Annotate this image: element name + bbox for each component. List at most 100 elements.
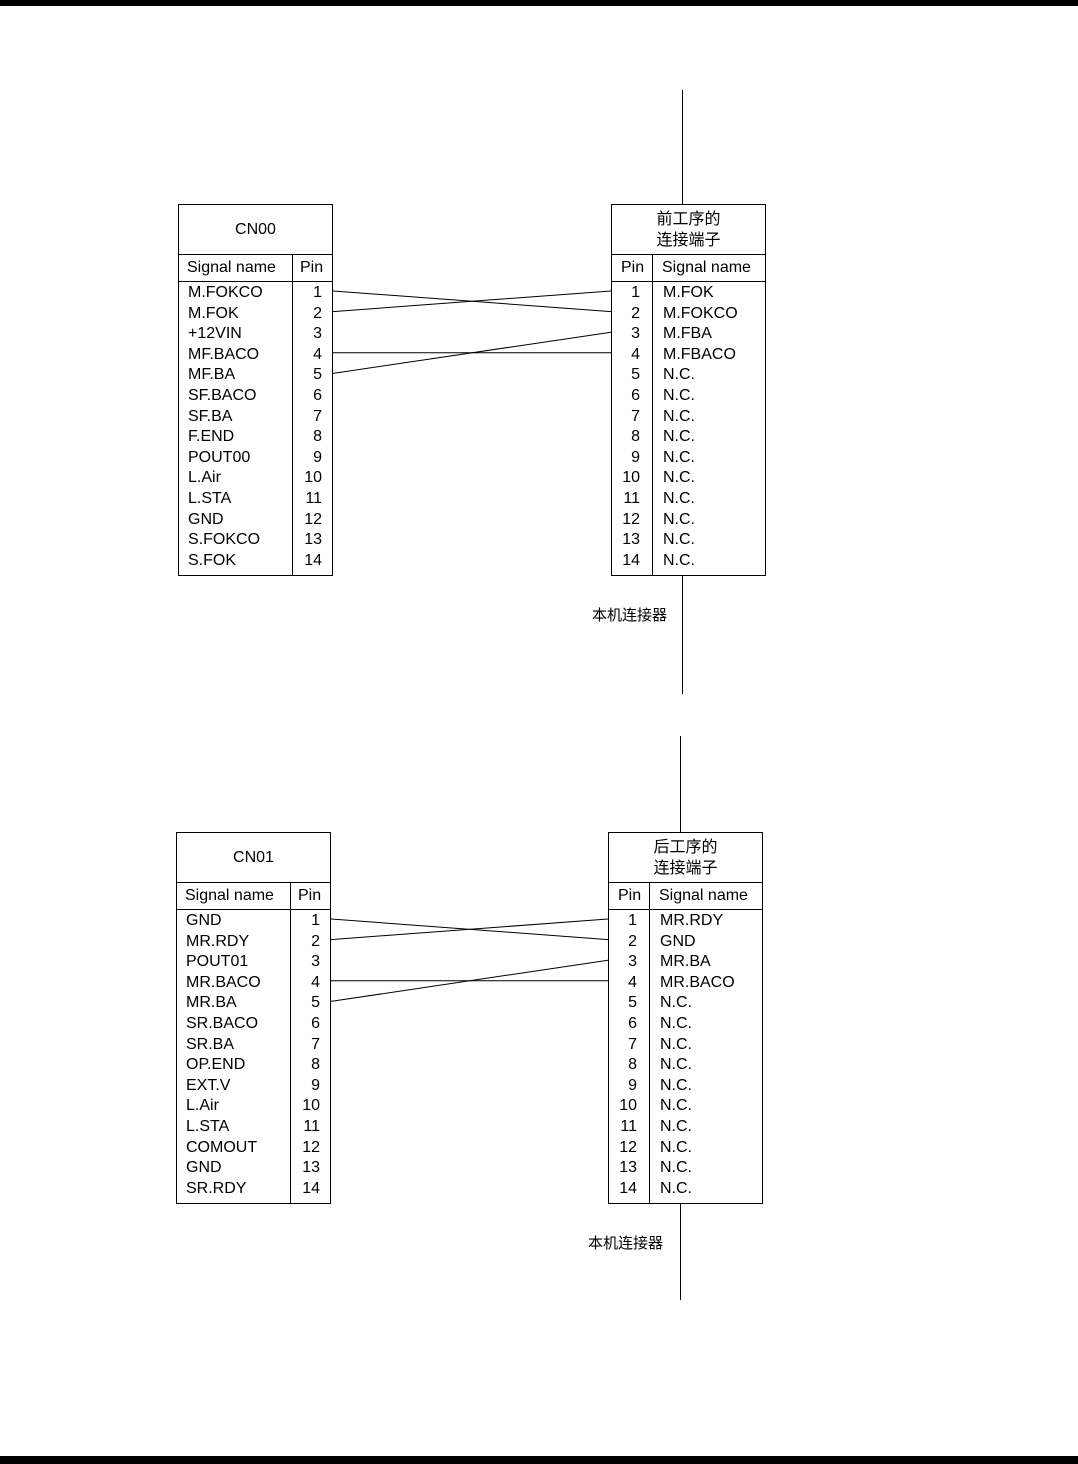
- pin-number: 9: [631, 448, 640, 466]
- connector-title-line: 连接端子: [653, 859, 718, 877]
- signal-name: S.FOKCO: [188, 531, 261, 549]
- pin-number: 7: [313, 407, 322, 425]
- pin-number: 11: [305, 490, 322, 507]
- pin-number: 5: [313, 366, 322, 384]
- column-header-row: Signal name Pin: [177, 882, 330, 910]
- pin-number: 13: [302, 1159, 320, 1177]
- signal-name: N.C.: [663, 407, 695, 425]
- signal-name: COMOUT: [186, 1138, 258, 1156]
- signal-name: MF.BACO: [188, 345, 260, 363]
- signal-name: SF.BA: [188, 407, 233, 425]
- pin-number: 1: [631, 284, 640, 301]
- wire-connection: [332, 290, 612, 313]
- pin-number: 13: [304, 531, 322, 549]
- pin-number: 6: [313, 387, 322, 404]
- signal-name: F.END: [188, 428, 235, 446]
- signal-name: N.C.: [663, 366, 695, 384]
- connector-title-line: 前工序的: [656, 210, 721, 228]
- signal-name: M.FOK: [188, 304, 239, 322]
- bottom-rule: [0, 1456, 1078, 1464]
- signal-name: N.C.: [660, 1076, 692, 1094]
- pin-number: 12: [619, 1138, 637, 1156]
- signal-name: POUT01: [186, 953, 249, 971]
- connector-title: CN00: [179, 205, 332, 255]
- column-header-row: Pin Signal name: [609, 882, 762, 910]
- cable-line: [680, 736, 681, 832]
- signal-name: GND: [660, 932, 696, 950]
- cable-line: [680, 1204, 681, 1300]
- signal-name: SR.BA: [186, 1035, 235, 1053]
- pin-number: 9: [628, 1076, 637, 1094]
- right-connector-table: 前工序的 连接端子 Pin Signal name 1 M.FOK 2 M.FOKCO 3 M.F…: [611, 204, 766, 576]
- pin-number: 3: [311, 953, 320, 971]
- column-divider: [649, 882, 650, 1203]
- signal-name: POUT00: [188, 448, 251, 466]
- pin-number: 3: [313, 325, 322, 343]
- column-header-signal: Signal name: [185, 887, 274, 904]
- pin-number: 8: [313, 428, 322, 446]
- connector-title-line: 连接端子: [656, 231, 721, 249]
- signal-name: GND: [186, 1159, 222, 1177]
- pin-number: 10: [619, 1097, 637, 1115]
- left-connector-table: CN00 Signal name Pin M.FOKCO 1 M.FOK 2 +12VIN 3 M…: [178, 204, 333, 576]
- signal-name: GND: [188, 510, 224, 528]
- right-connector-table: 后工序的 连接端子 Pin Signal name 1 MR.RDY 2 GND 3 MR.BA 4…: [608, 832, 763, 1204]
- pin-number: 11: [620, 1118, 637, 1135]
- pin-number: 1: [311, 912, 320, 929]
- column-divider: [292, 254, 293, 575]
- signal-name: SR.RDY: [186, 1179, 247, 1197]
- signal-name: N.C.: [660, 1179, 692, 1197]
- pin-number: 14: [619, 1179, 637, 1197]
- pin-number: 1: [628, 912, 637, 929]
- signal-name: N.C.: [663, 387, 695, 404]
- pin-number: 13: [619, 1159, 637, 1177]
- pin-number: 5: [311, 994, 320, 1012]
- signal-name: N.C.: [660, 1159, 692, 1177]
- pin-number: 14: [622, 551, 640, 569]
- pin-number: 6: [628, 1015, 637, 1032]
- pin-number: 14: [302, 1179, 320, 1197]
- pin-number: 8: [631, 428, 640, 446]
- signal-name: N.C.: [663, 490, 695, 507]
- signal-name: N.C.: [660, 1138, 692, 1156]
- signal-name: MR.BA: [660, 953, 711, 971]
- signal-name: N.C.: [660, 994, 692, 1012]
- signal-name: M.FBACO: [663, 345, 736, 363]
- column-header-signal: Signal name: [659, 887, 748, 904]
- signal-name: OP.END: [186, 1056, 246, 1074]
- pin-number: 10: [622, 469, 640, 487]
- signal-name: L.STA: [186, 1118, 230, 1135]
- signal-name: M.FOKCO: [188, 284, 263, 301]
- pin-number: 10: [302, 1097, 320, 1115]
- pin-number: 6: [311, 1015, 320, 1032]
- pin-number: 5: [628, 994, 637, 1012]
- signal-name: N.C.: [663, 428, 695, 446]
- column-header-row: Signal name Pin: [179, 254, 332, 282]
- column-header-pin: Pin: [298, 887, 322, 904]
- signal-name: N.C.: [660, 1097, 692, 1115]
- pin-number: 12: [302, 1138, 320, 1156]
- signal-name: MR.RDY: [660, 912, 724, 929]
- wire-connection: [330, 959, 609, 1002]
- signal-name: N.C.: [660, 1056, 692, 1074]
- column-header-row: Pin Signal name: [612, 254, 765, 282]
- signal-name: N.C.: [663, 531, 695, 549]
- pin-number: 7: [628, 1035, 637, 1053]
- column-header-signal: Signal name: [662, 259, 751, 276]
- pin-number: 5: [631, 366, 640, 384]
- signal-name: S.FOK: [188, 551, 237, 569]
- signal-name: M.FBA: [663, 325, 712, 343]
- left-connector-table: CN01 Signal name Pin GND 1 MR.RDY 2 POUT01 3 MR.B…: [176, 832, 331, 1204]
- signal-name: N.C.: [663, 551, 695, 569]
- cable-line: [682, 90, 683, 204]
- signal-name: SR.BACO: [186, 1015, 259, 1032]
- signal-name: MR.BACO: [186, 973, 261, 991]
- pin-number: 12: [304, 510, 322, 528]
- pin-number: 14: [304, 551, 322, 569]
- connector-title: CN01: [177, 833, 330, 883]
- pin-number: 4: [313, 345, 322, 363]
- machine-connector-label: 本机连接器: [592, 607, 668, 624]
- connector-title: 后工序的 连接端子: [609, 833, 762, 883]
- pin-number: 2: [311, 932, 320, 950]
